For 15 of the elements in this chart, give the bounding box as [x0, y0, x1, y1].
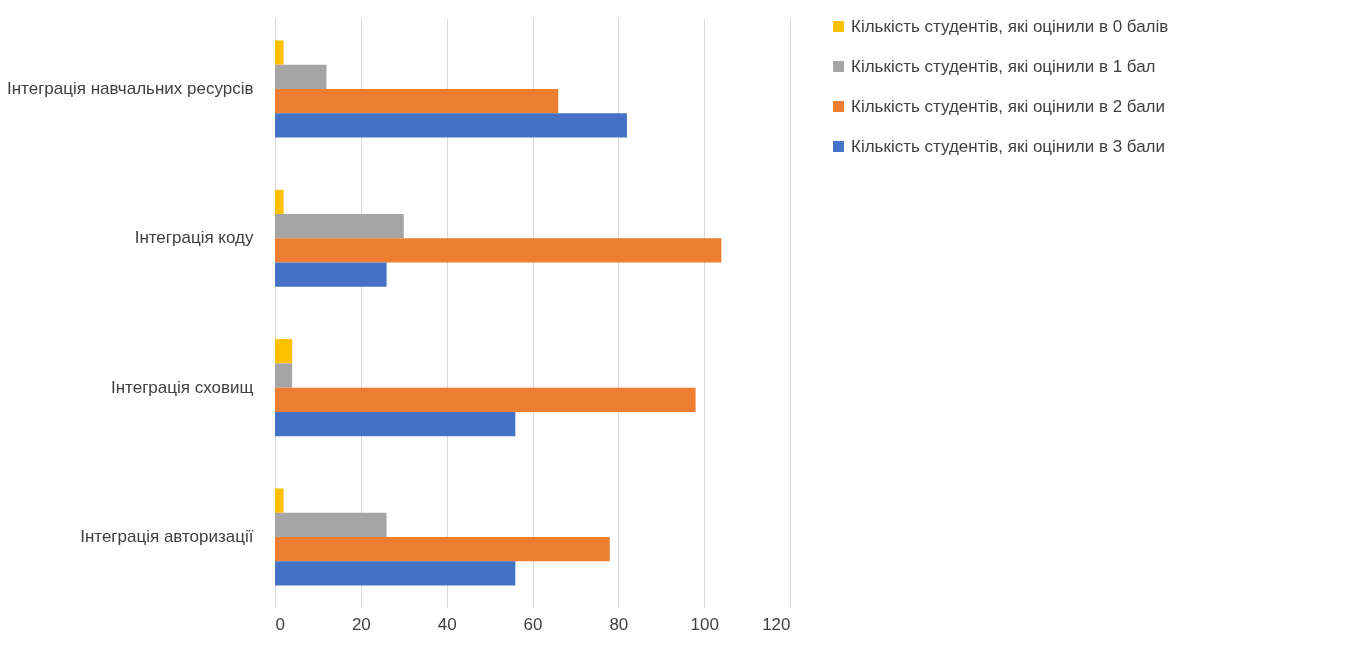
y-tick-label: Інтеграція авторизації — [80, 527, 254, 547]
x-tick-label: 120 — [762, 614, 791, 634]
legend-label: Кількість студентів, які оцінили в 2 бали — [851, 96, 1166, 116]
x-tick-label: 40 — [437, 614, 457, 634]
x-tick-label: 0 — [275, 614, 285, 634]
legend-label: Кількість студентів, які оцінили в 3 бали — [851, 136, 1166, 156]
legend-label: Кількість студентів, які оцінили в 1 бал — [851, 56, 1156, 76]
y-tick-label: Інтеграція сховищ — [111, 377, 254, 397]
legend-label: Кількість студентів, які оцінили в 0 балів — [851, 16, 1169, 36]
y-tick-label: Інтеграція коду — [134, 228, 254, 248]
x-tick-label: 100 — [690, 614, 719, 634]
x-tick-label: 60 — [523, 614, 543, 634]
y-tick-label: Інтеграція навчальних ресурсів — [7, 78, 254, 98]
x-tick-label: 20 — [351, 614, 371, 634]
x-tick-label: 80 — [609, 614, 629, 634]
